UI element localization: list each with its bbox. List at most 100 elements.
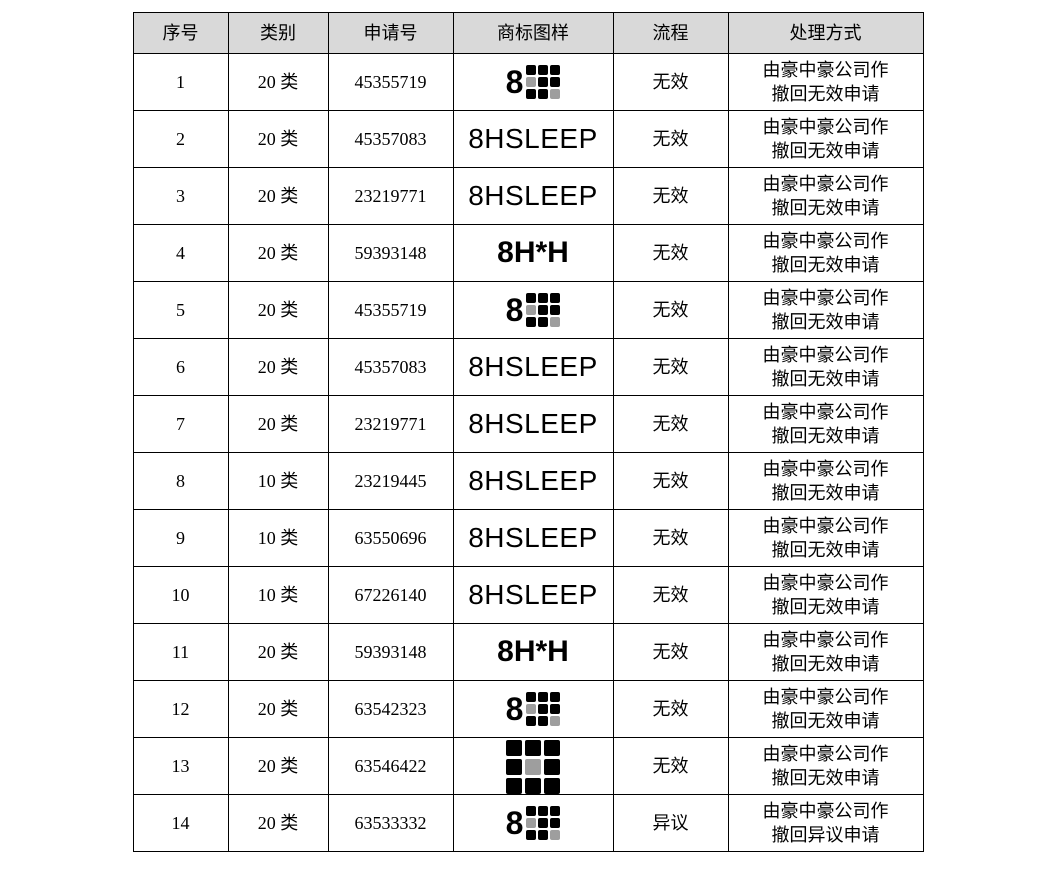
cell-mark: 8HSLEEP <box>453 168 613 225</box>
cell-process: 无效 <box>613 738 728 795</box>
cell-handling: 由豪中豪公司作撤回无效申请 <box>728 396 923 453</box>
cell-appno: 23219771 <box>328 168 453 225</box>
cell-category: 20 类 <box>228 168 328 225</box>
trademark-image: 8HSLEEP <box>468 408 598 439</box>
cell-appno: 23219445 <box>328 453 453 510</box>
cell-mark: 8 <box>453 282 613 339</box>
cell-seq: 4 <box>133 225 228 282</box>
trademark-image: 8HSLEEP <box>468 522 598 553</box>
cell-seq: 8 <box>133 453 228 510</box>
cell-seq: 9 <box>133 510 228 567</box>
cell-category: 10 类 <box>228 453 328 510</box>
cell-mark: 8H*H <box>453 624 613 681</box>
cell-category: 20 类 <box>228 54 328 111</box>
table-row: 520 类453557198无效由豪中豪公司作撤回无效申请 <box>133 282 923 339</box>
cell-handling: 由豪中豪公司作撤回无效申请 <box>728 168 923 225</box>
cell-seq: 7 <box>133 396 228 453</box>
cell-process: 异议 <box>613 795 728 852</box>
cell-process: 无效 <box>613 681 728 738</box>
cell-category: 20 类 <box>228 795 328 852</box>
table-row: 1320 类63546422无效由豪中豪公司作撤回无效申请 <box>133 738 923 795</box>
cell-seq: 14 <box>133 795 228 852</box>
cell-mark: 8H*H <box>453 225 613 282</box>
cell-seq: 5 <box>133 282 228 339</box>
cell-seq: 13 <box>133 738 228 795</box>
cell-appno: 63546422 <box>328 738 453 795</box>
cell-appno: 45355719 <box>328 282 453 339</box>
cell-category: 20 类 <box>228 339 328 396</box>
cell-process: 无效 <box>613 567 728 624</box>
trademark-image <box>506 740 560 794</box>
cell-seq: 12 <box>133 681 228 738</box>
trademark-image: 8HSLEEP <box>468 465 598 496</box>
table-row: 810 类23219445 8HSLEEP 无效由豪中豪公司作撤回无效申请 <box>133 453 923 510</box>
cell-seq: 3 <box>133 168 228 225</box>
cell-appno: 23219771 <box>328 396 453 453</box>
table-row: 120 类45355719 8 无效由豪中豪公司作撤回无效申请 <box>133 54 923 111</box>
cell-category: 20 类 <box>228 282 328 339</box>
cell-handling: 由豪中豪公司作撤回无效申请 <box>728 453 923 510</box>
cell-category: 20 类 <box>228 681 328 738</box>
cell-handling: 由豪中豪公司作撤回无效申请 <box>728 111 923 168</box>
trademark-image: 8H*H <box>497 236 569 269</box>
cell-process: 无效 <box>613 225 728 282</box>
cell-seq: 2 <box>133 111 228 168</box>
cell-handling: 由豪中豪公司作撤回无效申请 <box>728 681 923 738</box>
table-row: 720 类232197718HSLEEP无效由豪中豪公司作撤回无效申请 <box>133 396 923 453</box>
table-row: 220 类453570838HSLEEP无效由豪中豪公司作撤回无效申请 <box>133 111 923 168</box>
cell-mark: 8HSLEEP <box>453 567 613 624</box>
table-row: 1120 类593931488H*H无效由豪中豪公司作撤回无效申请 <box>133 624 923 681</box>
cell-mark: 8HSLEEP <box>453 111 613 168</box>
cell-process: 无效 <box>613 510 728 567</box>
header-handling: 处理方式 <box>728 13 923 54</box>
cell-mark: 8 <box>453 795 613 852</box>
table-row: 1220 类63542323 8 无效由豪中豪公司作撤回无效申请 <box>133 681 923 738</box>
cell-category: 20 类 <box>228 225 328 282</box>
cell-process: 无效 <box>613 54 728 111</box>
cell-category: 10 类 <box>228 510 328 567</box>
trademark-image: 8 <box>506 293 561 327</box>
cell-handling: 由豪中豪公司作撤回无效申请 <box>728 624 923 681</box>
header-process: 流程 <box>613 13 728 54</box>
header-mark: 商标图样 <box>453 13 613 54</box>
trademark-image: 8 <box>506 692 561 726</box>
cell-process: 无效 <box>613 396 728 453</box>
cell-mark: 8HSLEEP <box>453 339 613 396</box>
cell-appno: 67226140 <box>328 567 453 624</box>
cell-appno: 59393148 <box>328 624 453 681</box>
trademark-image: 8 <box>506 806 561 840</box>
cell-seq: 1 <box>133 54 228 111</box>
cell-appno: 45355719 <box>328 54 453 111</box>
trademark-image: 8 <box>506 65 561 99</box>
cell-appno: 45357083 <box>328 111 453 168</box>
cell-handling: 由豪中豪公司作撤回无效申请 <box>728 54 923 111</box>
cell-mark: 8HSLEEP <box>453 453 613 510</box>
cell-category: 10 类 <box>228 567 328 624</box>
cell-mark <box>453 738 613 795</box>
cell-appno: 63533332 <box>328 795 453 852</box>
cell-process: 无效 <box>613 453 728 510</box>
cell-mark: 8HSLEEP <box>453 510 613 567</box>
header-appno: 申请号 <box>328 13 453 54</box>
cell-mark: 8HSLEEP <box>453 396 613 453</box>
cell-process: 无效 <box>613 168 728 225</box>
cell-handling: 由豪中豪公司作撤回无效申请 <box>728 738 923 795</box>
trademark-image: 8H*H <box>497 635 569 668</box>
table-row: 420 类593931488H*H无效由豪中豪公司作撤回无效申请 <box>133 225 923 282</box>
trademark-image: 8HSLEEP <box>468 123 598 154</box>
cell-appno: 45357083 <box>328 339 453 396</box>
cell-process: 无效 <box>613 339 728 396</box>
cell-handling: 由豪中豪公司作撤回无效申请 <box>728 339 923 396</box>
cell-process: 无效 <box>613 282 728 339</box>
table-row: 1420 类635333328异议由豪中豪公司作撤回异议申请 <box>133 795 923 852</box>
trademark-image: 8HSLEEP <box>468 351 598 382</box>
table-row: 1010 类672261408HSLEEP无效由豪中豪公司作撤回无效申请 <box>133 567 923 624</box>
page: 序号 类别 申请号 商标图样 流程 处理方式 120 类453557198无效由… <box>0 0 1056 878</box>
table-row: 320 类232197718HSLEEP无效由豪中豪公司作撤回无效申请 <box>133 168 923 225</box>
cell-handling: 由豪中豪公司作撤回无效申请 <box>728 510 923 567</box>
cell-handling: 由豪中豪公司作撤回无效申请 <box>728 567 923 624</box>
cell-category: 20 类 <box>228 624 328 681</box>
table-header: 序号 类别 申请号 商标图样 流程 处理方式 <box>133 13 923 54</box>
table-row: 910 类635506968HSLEEP无效由豪中豪公司作撤回无效申请 <box>133 510 923 567</box>
cell-appno: 63542323 <box>328 681 453 738</box>
